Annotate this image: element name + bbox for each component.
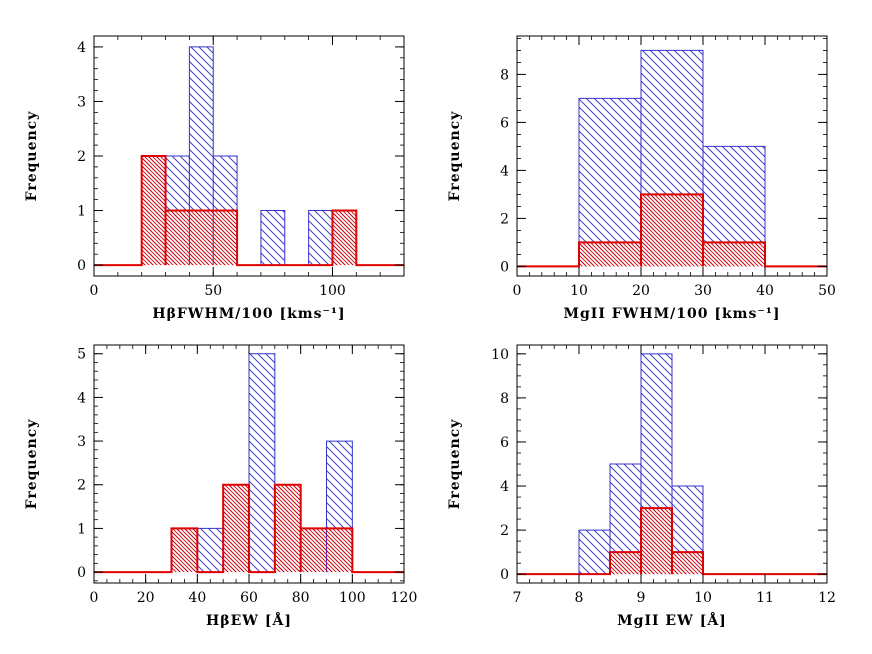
y-axis-title: Frequency [447, 111, 463, 202]
y-tick-label: 0 [77, 258, 86, 274]
bar [579, 242, 641, 267]
y-tick-label: 2 [77, 478, 86, 494]
y-tick-label: 0 [77, 565, 86, 581]
series-2 [94, 155, 404, 267]
y-tick-label: 10 [491, 347, 509, 363]
bar [579, 98, 641, 267]
bar [610, 552, 641, 575]
y-tick-label: 3 [77, 434, 86, 450]
y-tick-label: 0 [500, 567, 509, 583]
bar [672, 552, 703, 575]
bar [579, 530, 610, 575]
x-tick-label: 80 [292, 590, 310, 606]
panel-3: 0 20 40 60 80 100 120 0 1 2 3 4 5 HβEW [Å] Frequency [24, 344, 418, 629]
y-tick-label: 2 [500, 523, 509, 539]
series-2 [517, 193, 827, 268]
bar [300, 528, 353, 573]
y-axis-title: Frequency [447, 419, 463, 510]
bar [332, 210, 357, 266]
bar [223, 484, 249, 573]
x-tick-label: 7 [513, 590, 522, 606]
y-tick-label: 1 [77, 204, 86, 220]
y-tick-label: 4 [500, 479, 509, 495]
x-tick-label: 0 [513, 283, 522, 299]
series-outline [517, 507, 827, 576]
bar [703, 242, 765, 267]
x-tick-label: 20 [137, 590, 155, 606]
x-tick-label: 10 [694, 590, 712, 606]
y-tick-label: 1 [77, 521, 86, 537]
x-tick-label: 100 [339, 590, 366, 606]
bar [274, 484, 301, 573]
x-tick-label: 10 [570, 283, 588, 299]
x-axis-title: MgII EW [Å] [617, 611, 727, 629]
bar [641, 194, 703, 267]
x-axis-title: HβEW [Å] [206, 611, 292, 629]
axes-frame [516, 35, 828, 277]
bar [197, 528, 224, 573]
x-tick-label: 120 [391, 590, 418, 606]
x-tick-label: 20 [632, 283, 650, 299]
plot-area [517, 49, 827, 268]
y-tick-label: 5 [77, 347, 86, 363]
bar [171, 528, 198, 573]
x-tick-label: 30 [694, 283, 712, 299]
y-tick-label: 4 [500, 163, 509, 179]
y-tick-label: 2 [77, 149, 86, 165]
bar [165, 210, 238, 266]
x-tick-label: 0 [90, 283, 99, 299]
bar [308, 210, 333, 266]
x-tick-label: 100 [319, 283, 346, 299]
series-2 [517, 507, 827, 576]
plot-area [94, 353, 404, 574]
panel-2: 0 10 20 30 40 50 0 2 4 6 8 MgII FWHM/100 [kms⁻¹] Fre… [447, 35, 836, 322]
series-2 [94, 483, 404, 574]
series-outline [517, 193, 827, 268]
x-tick-label: 0 [90, 590, 99, 606]
series-outline [94, 483, 404, 574]
series-outline [94, 155, 404, 267]
plot-area [517, 353, 827, 576]
y-axis-title: Frequency [24, 111, 40, 202]
y-tick-label: 0 [500, 259, 509, 275]
y-tick-label: 6 [500, 435, 509, 451]
bar [141, 156, 166, 266]
x-tick-label: 50 [818, 283, 836, 299]
x-tick-label: 60 [240, 590, 258, 606]
bar [249, 353, 275, 573]
x-axis-title: MgII FWHM/100 [kms⁻¹] [563, 306, 780, 322]
x-tick-label: 11 [756, 590, 774, 606]
series-1 [94, 46, 404, 266]
axes-frame [93, 35, 405, 277]
y-tick-label: 6 [500, 115, 509, 131]
y-axis-title: Frequency [24, 419, 40, 510]
y-tick-label: 2 [500, 211, 509, 227]
y-tick-label: 8 [500, 391, 509, 407]
y-tick-label: 4 [77, 390, 86, 406]
x-tick-label: 40 [188, 590, 206, 606]
x-tick-label: 8 [575, 590, 584, 606]
y-tick-label: 3 [77, 94, 86, 110]
x-tick-label: 12 [818, 590, 836, 606]
x-tick-label: 9 [637, 590, 646, 606]
plot-area [94, 46, 404, 267]
series-outline [94, 46, 404, 266]
bar [641, 508, 672, 575]
series-outline [517, 49, 827, 267]
panel-4: 7 8 9 10 11 12 0 2 4 6 8 10 MgII EW [Å] Frequency [447, 344, 836, 629]
x-tick-label: 40 [756, 283, 774, 299]
y-tick-label: 4 [77, 40, 86, 56]
x-tick-label: 50 [204, 283, 222, 299]
x-axis-title: HβFWHM/100 [kms⁻¹] [152, 306, 345, 322]
panel-1: 0 50 100 0 1 2 3 4 HβFWHM/100 [kms⁻¹] Frequency [24, 35, 405, 322]
bar [260, 210, 285, 266]
y-tick-label: 8 [500, 67, 509, 83]
